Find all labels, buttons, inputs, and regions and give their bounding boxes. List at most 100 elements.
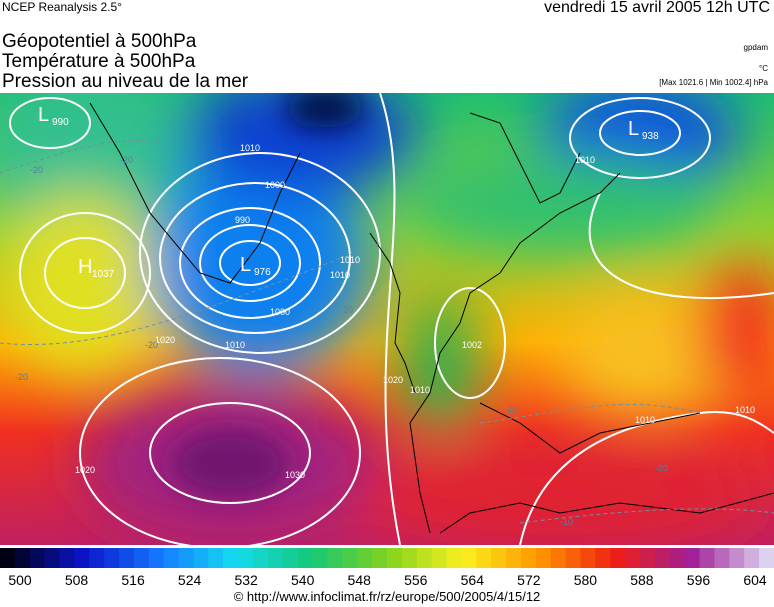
swatch bbox=[193, 548, 209, 568]
swatch bbox=[253, 548, 269, 568]
swatch bbox=[44, 548, 61, 568]
temp-label: -20 bbox=[120, 155, 133, 165]
swatch bbox=[580, 548, 596, 568]
swatch bbox=[744, 548, 760, 568]
unit: [Max 1021.6 | Min 1002.4] hPa bbox=[659, 78, 768, 87]
swatch bbox=[550, 548, 567, 568]
temp-label: -20 bbox=[145, 340, 158, 350]
contour-label: 1000 bbox=[265, 180, 285, 190]
coastlines bbox=[89, 102, 774, 534]
center-letter: H bbox=[78, 256, 92, 278]
swatch bbox=[104, 548, 120, 568]
footer: © http://www.infoclimat.fr/rz/europe/500… bbox=[234, 589, 541, 604]
unit: °C bbox=[759, 64, 768, 73]
swatch bbox=[506, 548, 522, 568]
center-letter: L bbox=[628, 118, 639, 140]
unit: gpdam bbox=[743, 43, 768, 52]
colorbar-label: 516 bbox=[121, 572, 145, 588]
colorbar-label: 604 bbox=[743, 572, 767, 588]
contour-label: 1020 bbox=[383, 375, 403, 385]
contour-label: 1010 bbox=[240, 143, 260, 153]
contour-label: 1010 bbox=[330, 270, 350, 280]
swatch bbox=[699, 548, 715, 568]
swatch bbox=[238, 548, 254, 568]
colorbar-label: 540 bbox=[291, 572, 315, 588]
swatch bbox=[431, 548, 448, 568]
temp-label: -20 bbox=[340, 305, 353, 315]
contour-label: 1020 bbox=[75, 465, 95, 475]
contour-label: 1010 bbox=[410, 385, 430, 395]
swatch bbox=[342, 548, 358, 568]
temp-label: -20 bbox=[30, 165, 43, 175]
swatch bbox=[312, 548, 328, 568]
field bbox=[0, 93, 774, 545]
swatch bbox=[133, 548, 150, 568]
swatch bbox=[654, 548, 671, 568]
source: NCEP Reanalysis 2.5° bbox=[2, 0, 122, 14]
center-value: 938 bbox=[642, 131, 659, 142]
swatch bbox=[416, 548, 433, 568]
center-value: 990 bbox=[52, 117, 69, 128]
swatch bbox=[357, 548, 373, 568]
contour-label: 1010 bbox=[225, 340, 245, 350]
center-value: 1037 bbox=[92, 269, 115, 280]
temp-label: -20 bbox=[505, 405, 518, 415]
swatch bbox=[669, 548, 686, 568]
colorbar-label: 548 bbox=[348, 572, 372, 588]
contour-label: 1002 bbox=[462, 340, 482, 350]
swatch bbox=[372, 548, 388, 568]
swatch bbox=[148, 548, 165, 568]
colorbar: © http://www.infoclimat.fr/rz/europe/500… bbox=[0, 548, 774, 604]
temp-label: -20 bbox=[655, 463, 668, 473]
swatch bbox=[282, 548, 299, 568]
title: Pression au niveau de la mer bbox=[2, 71, 249, 92]
colorbar-label: 532 bbox=[234, 572, 258, 588]
swatch bbox=[74, 548, 90, 568]
swatch bbox=[476, 548, 492, 568]
swatch bbox=[59, 548, 75, 568]
contour-label: 1010 bbox=[340, 255, 360, 265]
colorbar-label: 500 bbox=[8, 572, 32, 588]
contour-label: 1030 bbox=[285, 470, 305, 480]
temp-label: -20 bbox=[15, 372, 28, 382]
swatch bbox=[610, 548, 626, 568]
isobars bbox=[9, 93, 774, 545]
colorbar-label: 588 bbox=[630, 572, 654, 588]
contour-label: 1010 bbox=[635, 415, 655, 425]
date: vendredi 15 avril 2005 12h UTC bbox=[544, 0, 770, 16]
swatch bbox=[297, 548, 314, 568]
contour-label: 1010 bbox=[735, 405, 755, 415]
swatch bbox=[89, 548, 105, 568]
swatch bbox=[223, 548, 239, 568]
swatch bbox=[759, 548, 774, 568]
title: Géopotentiel à 500hPa bbox=[2, 31, 197, 52]
center-value: 976 bbox=[254, 267, 271, 278]
colorbar-label: 596 bbox=[687, 572, 711, 588]
swatch bbox=[401, 548, 418, 568]
swatch bbox=[491, 548, 507, 568]
swatch bbox=[208, 548, 224, 568]
swatch bbox=[684, 548, 701, 568]
swatch bbox=[714, 548, 730, 568]
swatch bbox=[520, 548, 537, 568]
swatch bbox=[461, 548, 477, 568]
title: Température à 500hPa bbox=[2, 51, 196, 72]
swatch bbox=[29, 548, 46, 568]
center-letter: L bbox=[240, 254, 251, 276]
swatch bbox=[387, 548, 403, 568]
swatch bbox=[178, 548, 194, 568]
center-letter: L bbox=[38, 104, 49, 126]
swatch bbox=[625, 548, 641, 568]
colorbar-label: 556 bbox=[404, 572, 428, 588]
swatch bbox=[327, 548, 343, 568]
swatch bbox=[640, 548, 656, 568]
swatch bbox=[119, 548, 135, 568]
swatch bbox=[14, 548, 31, 568]
swatch bbox=[446, 548, 462, 568]
colorbar-label: 572 bbox=[517, 572, 541, 588]
swatch bbox=[163, 548, 180, 568]
swatch bbox=[267, 548, 284, 568]
swatch bbox=[565, 548, 581, 568]
